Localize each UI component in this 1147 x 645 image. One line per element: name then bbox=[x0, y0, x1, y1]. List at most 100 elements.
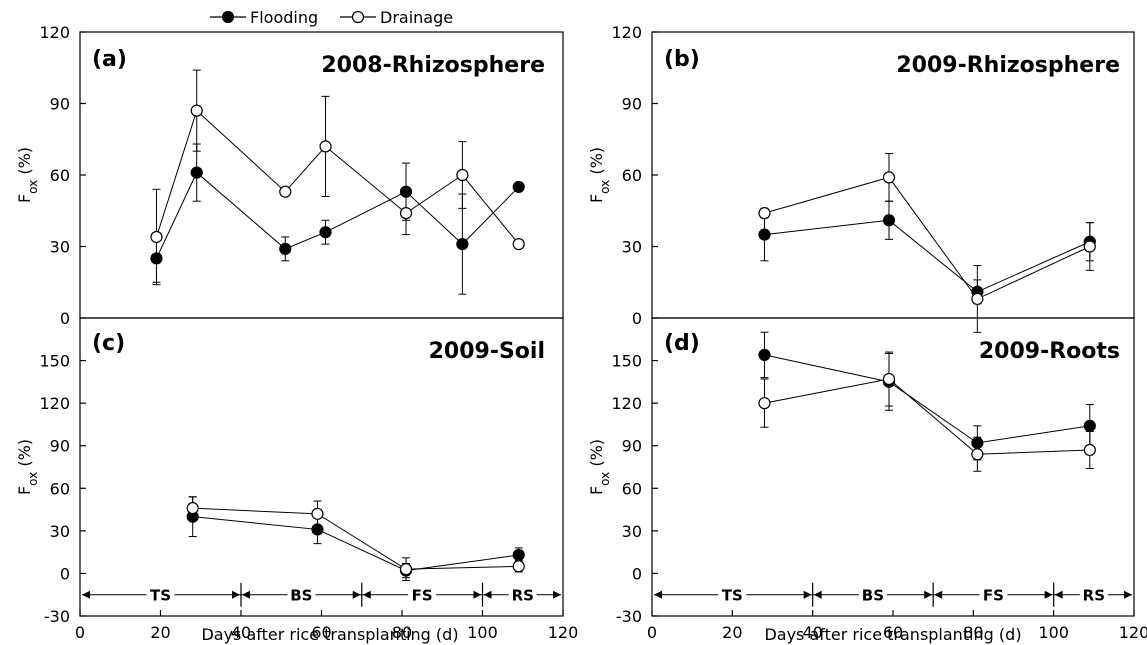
data-point bbox=[758, 397, 771, 410]
panel-title: 2008-Rhizosphere bbox=[321, 53, 545, 78]
y-tick-label: 90 bbox=[50, 437, 70, 456]
series-drainage bbox=[186, 496, 525, 582]
stage-arrow bbox=[473, 590, 482, 599]
x-tick-label: 120 bbox=[548, 623, 579, 642]
x-tick-label: 40 bbox=[802, 623, 822, 642]
y-tick-label: 60 bbox=[622, 166, 642, 185]
stage-label: RS bbox=[1083, 587, 1105, 605]
data-point bbox=[319, 140, 332, 153]
y-axis-label: Fox (%) bbox=[15, 439, 40, 495]
stage-arrow bbox=[242, 590, 250, 599]
stage-label-bg bbox=[146, 585, 175, 604]
stage-arrow bbox=[813, 590, 822, 599]
data-point bbox=[279, 185, 292, 198]
stage-label-bg bbox=[979, 585, 1008, 604]
panels: 0 30 60 90 120 Fox (%) (a) 2008-Rhizosphere 0 30 6… bbox=[15, 23, 1147, 642]
stage-label: FS bbox=[983, 587, 1004, 605]
panel-a: 0 30 60 90 120 Fox (%) (a) 2008-Rhizosphere bbox=[15, 23, 564, 328]
y-tick-label: 90 bbox=[622, 437, 642, 456]
panel-b: 0 30 60 90 120 Fox (%) (b) 2009-Rhizosphere bbox=[587, 23, 1135, 333]
x-axis-label-right: Days after rice transplanting (d) bbox=[764, 625, 1021, 644]
stage-arrow-right bbox=[1124, 590, 1132, 599]
series-drainage bbox=[758, 153, 1096, 333]
stage-label: BS bbox=[290, 587, 312, 605]
stage-arrow bbox=[352, 590, 361, 599]
data-point bbox=[882, 171, 896, 184]
stage-arrow bbox=[483, 590, 492, 599]
series-line bbox=[192, 507, 519, 570]
y-tick-label: 30 bbox=[622, 238, 642, 257]
series-line bbox=[764, 176, 1091, 300]
data-point bbox=[399, 207, 413, 220]
x-axis-label-left: Days after rice transplanting (d) bbox=[201, 625, 458, 644]
panel-c: -30 0 30 60 90 120 150 Fox (%) 0 20 40 60 80 100 120 TS… bbox=[15, 317, 579, 642]
y-tick-label: 150 bbox=[611, 352, 642, 371]
y-tick-label: 30 bbox=[50, 238, 70, 257]
data-point bbox=[456, 168, 469, 182]
x-tick-label: 100 bbox=[1038, 623, 1069, 642]
stage-arrow bbox=[934, 590, 943, 599]
data-point bbox=[882, 214, 896, 227]
data-point bbox=[971, 292, 984, 306]
y-axis-label: Fox (%) bbox=[587, 147, 612, 203]
y-tick-label: 60 bbox=[50, 479, 70, 498]
stage-label: TS bbox=[150, 587, 171, 605]
data-point bbox=[399, 563, 413, 576]
stage-arrow bbox=[1054, 590, 1063, 599]
data-point bbox=[512, 180, 525, 194]
y-tick-label: 120 bbox=[39, 23, 70, 42]
y-tick-label: 0 bbox=[632, 309, 642, 328]
series-flooding bbox=[150, 143, 525, 295]
stage-arrow bbox=[1044, 590, 1053, 599]
legend-flooding-marker bbox=[221, 10, 235, 24]
stage-label-bg bbox=[287, 585, 316, 604]
data-point bbox=[758, 348, 771, 361]
panel-title: 2009-Roots bbox=[979, 339, 1120, 364]
x-tick-label: 40 bbox=[231, 623, 251, 642]
data-point bbox=[1083, 419, 1096, 432]
x-tick-label: 80 bbox=[392, 623, 412, 642]
data-point bbox=[279, 242, 292, 255]
y-tick-label: 0 bbox=[632, 564, 642, 583]
data-point bbox=[882, 372, 896, 386]
stage-label-bg bbox=[408, 585, 437, 604]
panel-letter: (a) bbox=[92, 47, 127, 72]
panel-d: -30 0 30 60 90 120 150 Fox (%) 0 20 40 60 80 100 120 TS… bbox=[587, 317, 1147, 642]
series-flooding bbox=[758, 200, 1096, 305]
x-tick-label: 20 bbox=[722, 623, 742, 642]
x-tick-label: 20 bbox=[150, 623, 170, 642]
y-tick-label: -30 bbox=[44, 607, 70, 626]
legend-drainage-label: Drainage bbox=[380, 8, 453, 27]
stage-arrow bbox=[362, 590, 371, 599]
stage-arrow bbox=[232, 590, 240, 599]
y-tick-label: 30 bbox=[622, 522, 642, 541]
x-tick-label: 80 bbox=[963, 623, 983, 642]
y-tick-label: 60 bbox=[50, 166, 70, 185]
x-tick-label: 60 bbox=[311, 623, 331, 642]
data-point bbox=[512, 548, 525, 562]
x-tick-label: 100 bbox=[467, 623, 498, 642]
stage-label-bg bbox=[1079, 585, 1108, 604]
y-tick-label: 60 bbox=[622, 479, 642, 498]
series-drainage bbox=[758, 351, 1096, 472]
data-point bbox=[512, 560, 525, 573]
panel-title: 2009-Soil bbox=[429, 339, 545, 364]
stage-label-bg bbox=[718, 585, 747, 604]
legend-flooding-label: Flooding bbox=[250, 8, 318, 27]
y-tick-label: 90 bbox=[622, 95, 642, 114]
y-tick-label: 0 bbox=[60, 564, 70, 583]
y-tick-label: 150 bbox=[39, 352, 70, 371]
data-point bbox=[1083, 240, 1096, 253]
panel-letter: (d) bbox=[664, 331, 700, 356]
y-axis-label: Fox (%) bbox=[587, 439, 612, 495]
data-point bbox=[150, 230, 163, 244]
legend-drainage-marker bbox=[351, 10, 365, 24]
stage-arrow-left bbox=[82, 590, 90, 599]
stage-label-bg bbox=[508, 585, 537, 604]
stage-label: RS bbox=[512, 587, 534, 605]
stage-label: FS bbox=[412, 587, 433, 605]
series-line bbox=[192, 516, 519, 572]
data-point bbox=[1083, 443, 1096, 457]
panel-letter: (c) bbox=[92, 331, 125, 356]
stage-arrow-right bbox=[553, 590, 561, 599]
